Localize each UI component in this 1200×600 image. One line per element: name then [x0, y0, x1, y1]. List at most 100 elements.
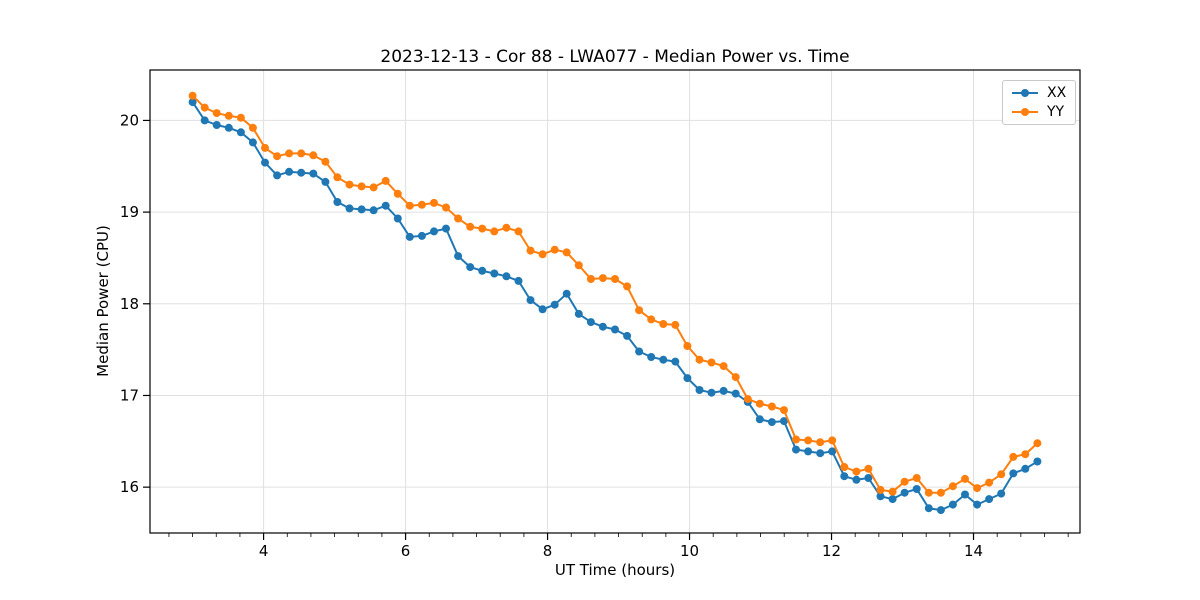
x-tick-label: 12	[822, 542, 841, 560]
data-point	[647, 315, 656, 324]
data-point	[961, 490, 969, 499]
data-point	[888, 487, 897, 496]
data-point	[948, 482, 957, 491]
data-point	[321, 157, 330, 166]
data-point	[333, 173, 342, 182]
y-tick-label: 17	[120, 386, 139, 404]
data-point	[804, 447, 813, 456]
x-tick-label: 4	[259, 542, 269, 560]
data-point	[273, 171, 282, 180]
legend-item-yy: YY	[1010, 104, 1066, 120]
data-point	[623, 331, 632, 340]
data-point	[731, 373, 740, 382]
data-point	[997, 489, 1006, 498]
data-point	[973, 500, 982, 509]
data-point	[357, 205, 366, 214]
data-point	[236, 128, 245, 137]
data-point	[985, 478, 994, 487]
series-yy-line	[191, 94, 1039, 494]
data-point	[864, 464, 873, 473]
data-point	[188, 91, 197, 100]
data-point	[466, 222, 475, 231]
data-point	[562, 248, 571, 257]
data-point	[442, 224, 450, 233]
data-point	[478, 224, 487, 233]
data-point	[212, 109, 221, 118]
data-point	[695, 386, 704, 394]
data-point	[683, 342, 692, 350]
data-point	[816, 438, 825, 447]
data-point	[1021, 450, 1030, 459]
data-point	[586, 275, 595, 283]
data-point	[767, 402, 776, 411]
data-point	[659, 355, 668, 364]
series-yy-points	[188, 91, 1042, 497]
data-point	[261, 143, 269, 152]
data-point	[828, 447, 837, 456]
data-point	[840, 463, 849, 471]
data-point	[502, 223, 511, 232]
data-point	[454, 252, 463, 261]
data-point	[236, 113, 245, 122]
data-point	[526, 246, 535, 255]
data-point	[671, 357, 680, 366]
data-point	[755, 399, 764, 408]
data-point	[864, 474, 873, 482]
data-point	[611, 275, 619, 283]
data-point	[200, 103, 209, 112]
data-point	[888, 495, 897, 504]
plot-border	[149, 69, 1081, 534]
y-tick-label: 16	[120, 478, 139, 496]
data-point	[876, 492, 885, 501]
data-point	[393, 189, 402, 198]
data-point	[707, 358, 716, 367]
data-point	[273, 152, 282, 161]
data-point	[611, 325, 619, 334]
data-point	[574, 309, 583, 318]
data-point	[767, 418, 776, 427]
data-point	[454, 214, 463, 223]
data-point	[502, 272, 511, 281]
data-point	[1021, 464, 1030, 473]
data-point	[792, 435, 800, 444]
data-point	[792, 445, 800, 454]
data-point	[393, 214, 402, 223]
x-tick-label: 10	[680, 542, 699, 560]
legend-swatch-yy-icon	[1012, 108, 1038, 116]
data-point	[707, 388, 716, 397]
data-point	[574, 261, 583, 270]
data-point	[912, 485, 921, 493]
data-point	[948, 500, 957, 509]
data-point	[248, 123, 257, 132]
data-point	[309, 151, 318, 160]
data-point	[550, 300, 559, 309]
data-point	[309, 169, 318, 178]
chart-title: 2023-12-13 - Cor 88 - LWA077 - Median Po…	[380, 47, 850, 67]
data-point	[804, 436, 813, 445]
data-point	[405, 201, 414, 210]
data-point	[381, 201, 390, 210]
data-point	[224, 123, 233, 132]
data-point	[635, 306, 644, 315]
data-point	[743, 395, 752, 404]
data-point	[719, 362, 728, 371]
data-point	[345, 204, 354, 213]
y-tick-label: 19	[120, 203, 139, 221]
data-point	[924, 488, 933, 497]
data-point	[1009, 469, 1018, 478]
data-point	[647, 353, 656, 361]
data-point	[936, 506, 945, 515]
data-point	[212, 121, 221, 129]
data-point	[538, 250, 547, 259]
data-point	[285, 167, 294, 176]
data-point	[345, 180, 354, 189]
x-axis-label: UT Time (hours)	[554, 561, 676, 579]
legend-item-xx: XX	[1010, 85, 1066, 101]
data-point	[357, 182, 366, 191]
data-point	[912, 474, 921, 482]
data-point	[973, 484, 982, 493]
data-point	[683, 374, 692, 383]
series-xx-line	[191, 101, 1038, 512]
legend-label-yy: YY	[1047, 104, 1065, 120]
